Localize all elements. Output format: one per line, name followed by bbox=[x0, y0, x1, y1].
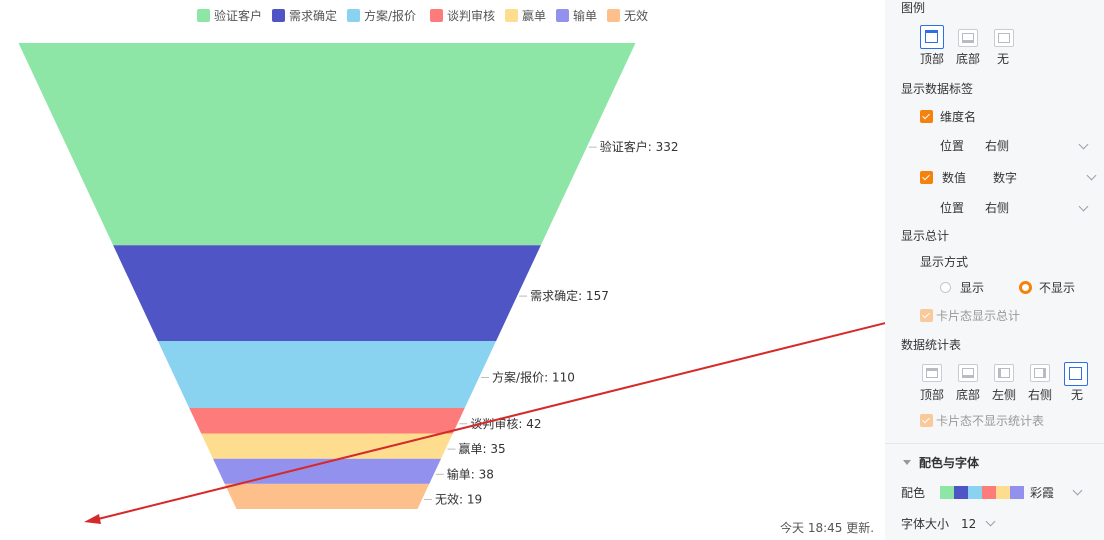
card-total-label: 卡片态显示总计 bbox=[936, 309, 1021, 323]
legend-item[interactable]: 谈判审核 bbox=[430, 8, 495, 23]
value-format-select[interactable]: 数字 bbox=[993, 171, 1018, 185]
legend-swatch bbox=[607, 9, 620, 22]
dimension-position-label: 位置 bbox=[940, 139, 965, 153]
legend-swatch bbox=[197, 9, 210, 22]
legend-label: 谈判审核 bbox=[447, 8, 495, 23]
color-font-section-title[interactable]: 配色与字体 bbox=[919, 456, 980, 470]
legend-swatch bbox=[347, 9, 360, 22]
legend-bottom-option[interactable] bbox=[958, 29, 978, 47]
data-label: 输单: 38 bbox=[447, 466, 494, 481]
legend-item[interactable]: 赢单 bbox=[505, 8, 546, 23]
total-show-label: 显示 bbox=[960, 281, 985, 295]
dimension-position-select[interactable]: 右侧 bbox=[985, 139, 1010, 153]
stats-bottom-label: 底部 bbox=[956, 388, 981, 402]
annotation-arrow bbox=[84, 322, 885, 524]
funnel-segment[interactable] bbox=[224, 483, 430, 509]
font-size-select[interactable]: 12 bbox=[961, 517, 977, 531]
stats-section-title: 数据统计表 bbox=[901, 338, 962, 352]
value-checkbox[interactable] bbox=[920, 171, 933, 184]
data-label-section-title: 显示数据标签 bbox=[901, 82, 974, 96]
total-hide-label: 不显示 bbox=[1039, 281, 1076, 295]
chevron-down-icon[interactable] bbox=[1072, 485, 1083, 496]
font-size-label: 字体大小 bbox=[901, 517, 950, 531]
total-hide-radio[interactable] bbox=[1019, 281, 1032, 294]
palette-swatch bbox=[996, 486, 1010, 499]
legend-item[interactable]: 需求确定 bbox=[272, 8, 337, 23]
total-mode-label: 显示方式 bbox=[920, 255, 969, 269]
funnel-segments bbox=[18, 43, 636, 509]
legend-none-option[interactable] bbox=[994, 29, 1014, 47]
legend-item[interactable]: 方案/报价 bbox=[347, 8, 416, 23]
palette-swatch bbox=[968, 486, 982, 499]
update-timestamp: 今天 18:45 更新. bbox=[780, 521, 875, 535]
stats-bottom-option[interactable] bbox=[958, 364, 978, 382]
legend-label: 需求确定 bbox=[289, 8, 337, 23]
funnel-segment[interactable] bbox=[18, 43, 636, 246]
legend-label: 输单 bbox=[573, 8, 597, 23]
value-position-label: 位置 bbox=[940, 201, 965, 215]
dimension-label: 维度名 bbox=[940, 110, 977, 124]
palette-swatch bbox=[940, 486, 954, 499]
card-stats-checkbox[interactable] bbox=[920, 414, 933, 427]
stats-top-option[interactable] bbox=[922, 364, 942, 382]
legend-label: 验证客户 bbox=[214, 8, 262, 23]
legend-top-label: 顶部 bbox=[920, 52, 945, 66]
card-total-checkbox[interactable] bbox=[920, 309, 933, 322]
legend-label: 无效 bbox=[624, 8, 648, 23]
legend-top-option[interactable] bbox=[920, 25, 944, 49]
legend-section-title: 图例 bbox=[901, 1, 926, 15]
stats-right-option[interactable] bbox=[1030, 364, 1050, 382]
palette-swatch bbox=[982, 486, 996, 499]
card-stats-label: 卡片态不显示统计表 bbox=[936, 414, 1045, 428]
legend-swatch bbox=[430, 9, 443, 22]
palette-name[interactable]: 彩霞 bbox=[1030, 486, 1055, 500]
dimension-checkbox[interactable] bbox=[920, 110, 933, 123]
color-label: 配色 bbox=[901, 486, 926, 500]
stats-left-option[interactable] bbox=[994, 364, 1014, 382]
total-show-radio[interactable] bbox=[940, 282, 951, 293]
funnel-segment[interactable] bbox=[157, 340, 497, 408]
stats-none-option[interactable] bbox=[1064, 362, 1088, 386]
legend-label: 方案/报价 bbox=[364, 8, 416, 23]
value-position-select[interactable]: 右侧 bbox=[985, 201, 1010, 215]
legend-label: 赢单 bbox=[522, 8, 546, 23]
legend-swatch bbox=[272, 9, 285, 22]
funnel-segment[interactable] bbox=[189, 407, 465, 434]
funnel-segment[interactable] bbox=[212, 458, 442, 484]
data-label: 赢单: 35 bbox=[459, 441, 506, 456]
section-divider bbox=[885, 443, 1104, 444]
data-label: 验证客户: 332 bbox=[600, 139, 679, 154]
funnel-chart: 验证客户 需求确定 方案/报价 谈判审核 赢单 输单 无效 验证客户: 332 需求确定: 1… bbox=[18, 8, 885, 524]
chevron-down-icon[interactable] bbox=[1078, 139, 1089, 150]
chevron-down-icon[interactable] bbox=[1078, 201, 1089, 212]
data-label: 谈判审核: 42 bbox=[470, 416, 541, 431]
chart-legend[interactable]: 验证客户 需求确定 方案/报价 谈判审核 赢单 输单 无效 bbox=[197, 8, 648, 23]
palette-swatch bbox=[954, 486, 968, 499]
legend-swatch bbox=[556, 9, 569, 22]
data-label: 无效: 19 bbox=[435, 491, 482, 506]
legend-item[interactable]: 验证客户 bbox=[197, 8, 262, 23]
chevron-down-icon[interactable] bbox=[1086, 170, 1097, 181]
collapse-caret-icon[interactable] bbox=[903, 460, 911, 465]
legend-swatch bbox=[505, 9, 518, 22]
stats-left-label: 左侧 bbox=[992, 388, 1017, 402]
legend-none-label: 无 bbox=[997, 52, 1010, 66]
value-label: 数值 bbox=[942, 171, 967, 185]
palette-swatch bbox=[1010, 486, 1024, 499]
data-label: 方案/报价: 110 bbox=[492, 369, 575, 384]
funnel-data-labels: 验证客户: 332 需求确定: 157 方案/报价: 110 谈判审核: 42 赢单: … bbox=[423, 139, 679, 506]
funnel-segment[interactable] bbox=[201, 433, 453, 459]
legend-item[interactable]: 输单 bbox=[556, 8, 597, 23]
legend-item[interactable]: 无效 bbox=[607, 8, 648, 23]
funnel-segment[interactable] bbox=[113, 245, 541, 341]
stats-top-label: 顶部 bbox=[920, 388, 945, 402]
chevron-down-icon[interactable] bbox=[985, 516, 996, 527]
data-label: 需求确定: 157 bbox=[530, 288, 609, 303]
total-section-title: 显示总计 bbox=[901, 229, 950, 243]
stats-none-label: 无 bbox=[1071, 388, 1084, 402]
settings-panel: 图例 顶部 底部 无 显示数据标签 维度名 位置 右侧 数值 数字 位置 右侧 … bbox=[885, 0, 1104, 540]
stats-right-label: 右侧 bbox=[1028, 388, 1053, 402]
legend-bottom-label: 底部 bbox=[956, 52, 981, 66]
